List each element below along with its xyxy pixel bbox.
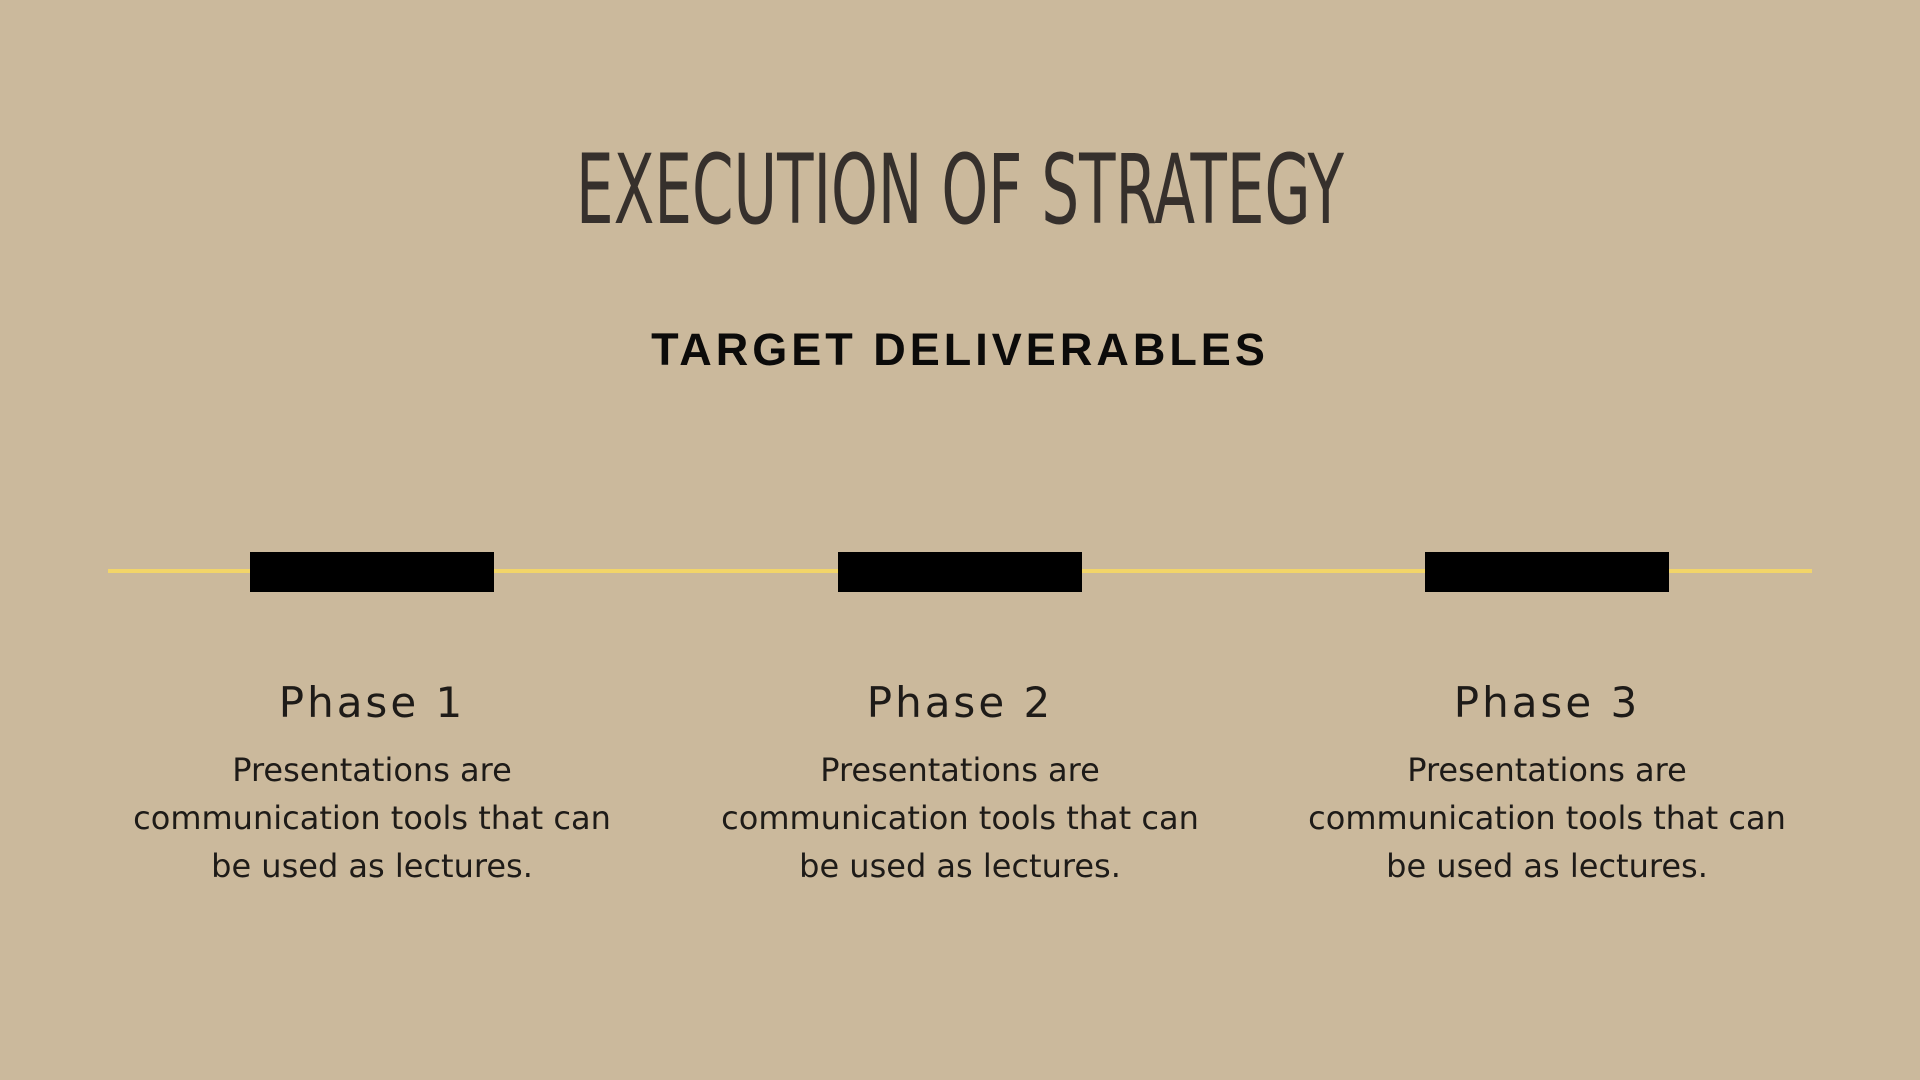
phase-3-marker <box>1425 552 1669 592</box>
phase-1: Phase 1 Presentations are communication … <box>92 668 652 890</box>
phase-1-description: Presentations are communication tools th… <box>133 751 611 885</box>
phase-2-marker <box>838 552 1082 592</box>
phase-2: Phase 2 Presentations are communication … <box>680 668 1240 890</box>
slide-subtitle: TARGET DELIVERABLES <box>651 324 1269 375</box>
slide-title: EXECUTION OF STRATEGY <box>576 134 1344 246</box>
phase-3-title: Phase 3 <box>1453 678 1641 727</box>
phase-1-marker <box>250 552 494 592</box>
phase-2-description: Presentations are communication tools th… <box>721 751 1199 885</box>
phase-2-title: Phase 2 <box>866 678 1054 727</box>
phase-1-title: Phase 1 <box>278 678 466 727</box>
phase-3: Phase 3 Presentations are communication … <box>1267 668 1827 890</box>
phase-3-description: Presentations are communication tools th… <box>1308 751 1786 885</box>
